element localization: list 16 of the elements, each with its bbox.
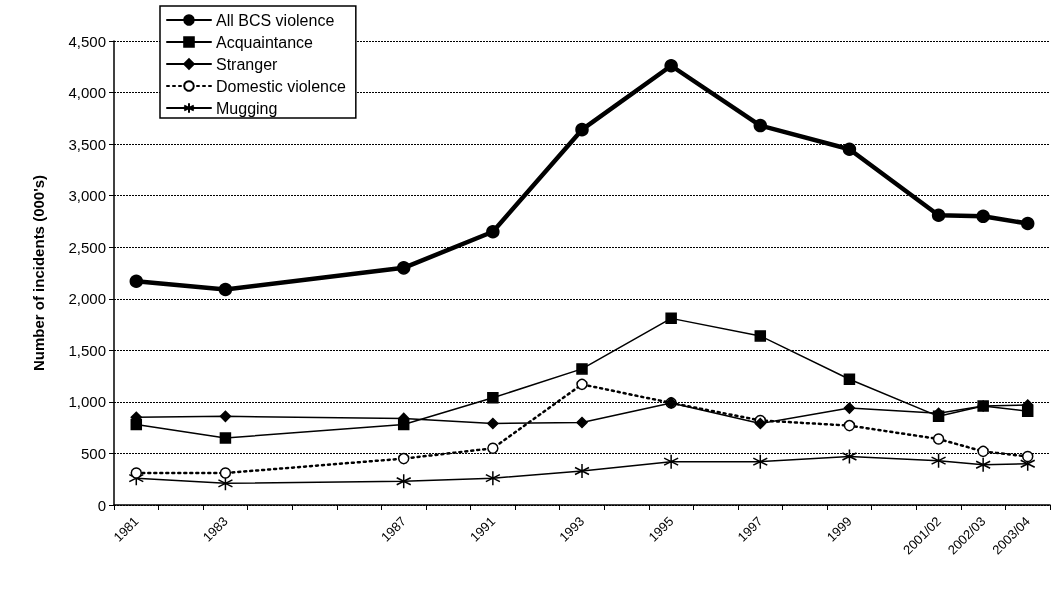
legend-label: Acquaintance bbox=[216, 33, 314, 51]
y-tick-label: 500 bbox=[80, 444, 106, 462]
y-tick-label: 2,500 bbox=[68, 238, 106, 256]
y-tick-label: 0 bbox=[97, 496, 106, 514]
y-tick-label: 4,000 bbox=[68, 84, 106, 102]
y-tick-label: 1,500 bbox=[68, 341, 106, 359]
y-tick-label: 1,000 bbox=[68, 393, 106, 411]
legend-label: All BCS violence bbox=[216, 11, 335, 29]
y-axis-title: Number of incidents (000's) bbox=[30, 174, 47, 372]
legend-label: Mugging bbox=[216, 99, 278, 117]
y-tick-label: 3,500 bbox=[68, 135, 106, 153]
legend-label: Domestic violence bbox=[216, 77, 346, 95]
y-tick-label: 3,000 bbox=[68, 187, 106, 205]
y-tick-label: 2,000 bbox=[68, 290, 106, 308]
y-tick-label: 4,500 bbox=[68, 32, 106, 50]
legend-label: Stranger bbox=[216, 55, 279, 73]
